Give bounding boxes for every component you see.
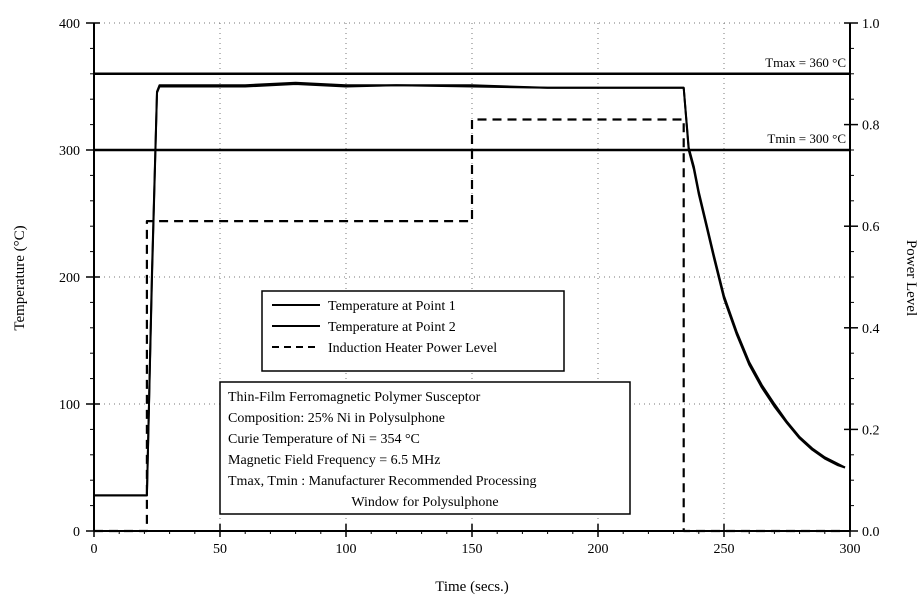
y-tick-label: 100 (59, 398, 80, 413)
x-tick-label: 0 (91, 542, 98, 557)
y2-tick-label: 0.4 (862, 322, 880, 337)
reference-lines: Tmax = 360 °C Tmin = 300 °C (94, 55, 850, 152)
x-tick-label: 300 (840, 542, 861, 557)
x-tick-label: 50 (213, 542, 227, 557)
y-tick-label: 300 (59, 144, 80, 159)
x-tick-label: 250 (714, 542, 735, 557)
axis-layer: 0 50 100 150 200 250 300 0 100 200 300 400 0.0 0.2 0.4… (59, 17, 880, 557)
y-axis-label: Temperature (°C) (12, 225, 28, 330)
series-line-2 (94, 81, 846, 497)
annotation-line: Magnetic Field Frequency = 6.5 MHz (228, 453, 440, 468)
annotation-line: Curie Temperature of Ni = 354 °C (228, 432, 420, 447)
x-tick-label: 150 (462, 542, 483, 557)
y2-tick-label: 0.0 (862, 525, 880, 540)
reference-line-label: Tmin = 300 °C (767, 131, 846, 146)
label-layer: Time (secs.) Temperature (°C) Power Leve… (12, 225, 919, 595)
y-tick-label: 200 (59, 271, 80, 286)
x-axis-label: Time (secs.) (435, 579, 509, 595)
y-tick-label: 0 (73, 525, 80, 540)
y2-tick-label: 1.0 (862, 17, 880, 32)
x-tick-label: 100 (336, 542, 357, 557)
legend-label: Temperature at Point 1 (328, 299, 456, 314)
y2-tick-label: 0.8 (862, 119, 880, 134)
legend: Temperature at Point 1 Temperature at Poi… (261, 290, 565, 372)
legend-label: Induction Heater Power Level (328, 341, 497, 356)
annotation-line: Composition: 25% Ni in Polysulphone (228, 411, 445, 426)
annotation-box: Thin-Film Ferromagnetic Polymer Suscepto… (219, 381, 631, 515)
y-tick-label: 400 (59, 17, 80, 32)
annotation-line: Thin-Film Ferromagnetic Polymer Suscepto… (228, 390, 481, 405)
y2-axis-label: Power Level (903, 240, 919, 316)
reference-line-label: Tmax = 360 °C (765, 55, 846, 70)
annotation-frame (219, 381, 631, 515)
legend-label: Temperature at Point 2 (328, 320, 456, 335)
series-line-3 (94, 118, 845, 533)
y2-tick-label: 0.6 (862, 220, 880, 235)
annotation-line: Window for Polysulphone (351, 495, 498, 510)
y2-tick-label: 0.2 (862, 423, 880, 438)
x-tick-label: 200 (588, 542, 609, 557)
annotation-line: Tmax, Tmin : Manufacturer Recommended Pr… (228, 474, 536, 489)
